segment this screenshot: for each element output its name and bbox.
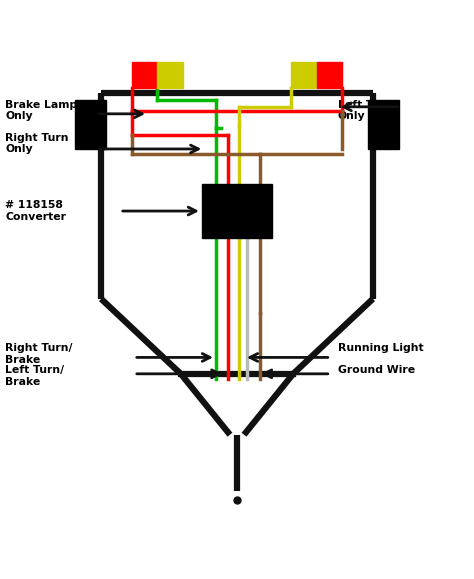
Text: Right Turn
Only: Right Turn Only — [5, 133, 69, 154]
Bar — [202, 184, 272, 238]
Bar — [75, 100, 106, 149]
Bar — [157, 63, 183, 88]
Text: Left Turn/
Brake: Left Turn/ Brake — [5, 365, 64, 387]
Bar — [132, 63, 157, 88]
Text: Brake Lamp
Only: Brake Lamp Only — [5, 100, 77, 122]
Text: Right Turn/
Brake: Right Turn/ Brake — [5, 343, 73, 365]
Text: Running Light: Running Light — [337, 343, 423, 353]
Text: Ground Wire: Ground Wire — [337, 365, 415, 375]
Text: # 118158
Converter: # 118158 Converter — [5, 200, 66, 222]
Text: Left Turn
Only: Left Turn Only — [337, 100, 393, 122]
Bar — [368, 100, 399, 149]
Bar — [317, 63, 342, 88]
Bar — [291, 63, 317, 88]
